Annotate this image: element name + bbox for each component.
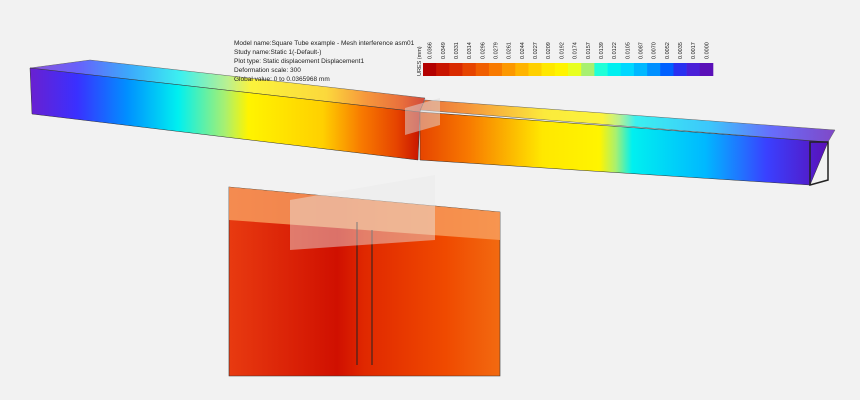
legend-swatch	[488, 63, 503, 76]
legend-label: 0.0139	[599, 42, 605, 59]
legend-swatch	[594, 63, 608, 76]
legend-swatch	[502, 63, 516, 76]
legend-swatch	[475, 63, 490, 76]
legend-swatch	[647, 63, 661, 76]
info-line: Plot type: Static displacement Displacem…	[234, 58, 364, 65]
legend: 0.0366 0.0349 0.0331 0.0314 0.0296 0.0279 0.02…	[423, 42, 714, 76]
legend-swatch	[673, 63, 687, 76]
legend-swatch	[620, 63, 635, 76]
legend-label: 0.0227	[533, 42, 539, 59]
info-line: Global value: 0 to 0.0365968 mm	[234, 76, 330, 83]
legend-label: 0.0052	[665, 42, 671, 59]
legend-label: 0.0087	[639, 42, 645, 59]
zoom-inset	[228, 175, 501, 377]
legend-label: 0.0000	[704, 42, 710, 59]
legend-title: URES (mm)	[417, 46, 423, 76]
legend-swatch	[581, 63, 595, 76]
legend-swatch	[699, 63, 714, 76]
legend-swatch	[554, 63, 569, 76]
legend-swatch	[541, 63, 556, 76]
legend-label: 0.0366	[428, 42, 434, 59]
legend-label: 0.0122	[612, 42, 618, 59]
legend-label: 0.0314	[467, 42, 473, 59]
legend-swatch	[449, 63, 463, 76]
legend-swatch	[633, 63, 648, 76]
info-line: Model name:Square Tube example - Mesh in…	[234, 40, 415, 47]
legend-swatch	[660, 63, 674, 76]
legend-swatch	[528, 63, 542, 76]
legend-label: 0.0035	[678, 42, 684, 59]
legend-swatch	[607, 63, 622, 76]
legend-label: 0.0331	[454, 42, 460, 59]
legend-swatch	[462, 63, 477, 76]
legend-label: 0.0017	[691, 42, 697, 59]
legend-swatch	[515, 63, 529, 76]
legend-label: 0.0244	[520, 42, 526, 59]
legend-swatch	[436, 63, 450, 76]
info-line: Study name:Static 1(-Default-)	[234, 49, 321, 56]
legend-label: 0.0157	[586, 42, 592, 59]
beam-right	[419, 99, 836, 186]
legend-swatch	[423, 63, 437, 76]
legend-label: 0.0349	[441, 42, 447, 59]
legend-swatch	[686, 63, 701, 76]
legend-label: 0.0174	[573, 42, 579, 59]
info-line: Deformation scale: 300	[234, 67, 301, 74]
info-block: Model name:Square Tube example - Mesh in…	[234, 40, 415, 83]
legend-label: 0.0209	[546, 42, 552, 59]
legend-label: 0.0296	[480, 42, 486, 59]
legend-label: 0.0105	[625, 42, 631, 59]
legend-label: 0.0261	[507, 42, 513, 59]
legend-swatch	[568, 63, 582, 76]
legend-label: 0.0070	[652, 42, 658, 59]
connector-plates	[405, 98, 440, 135]
beam-left	[29, 59, 426, 161]
legend-label: 0.0192	[559, 42, 565, 59]
legend-label: 0.0279	[494, 42, 500, 59]
